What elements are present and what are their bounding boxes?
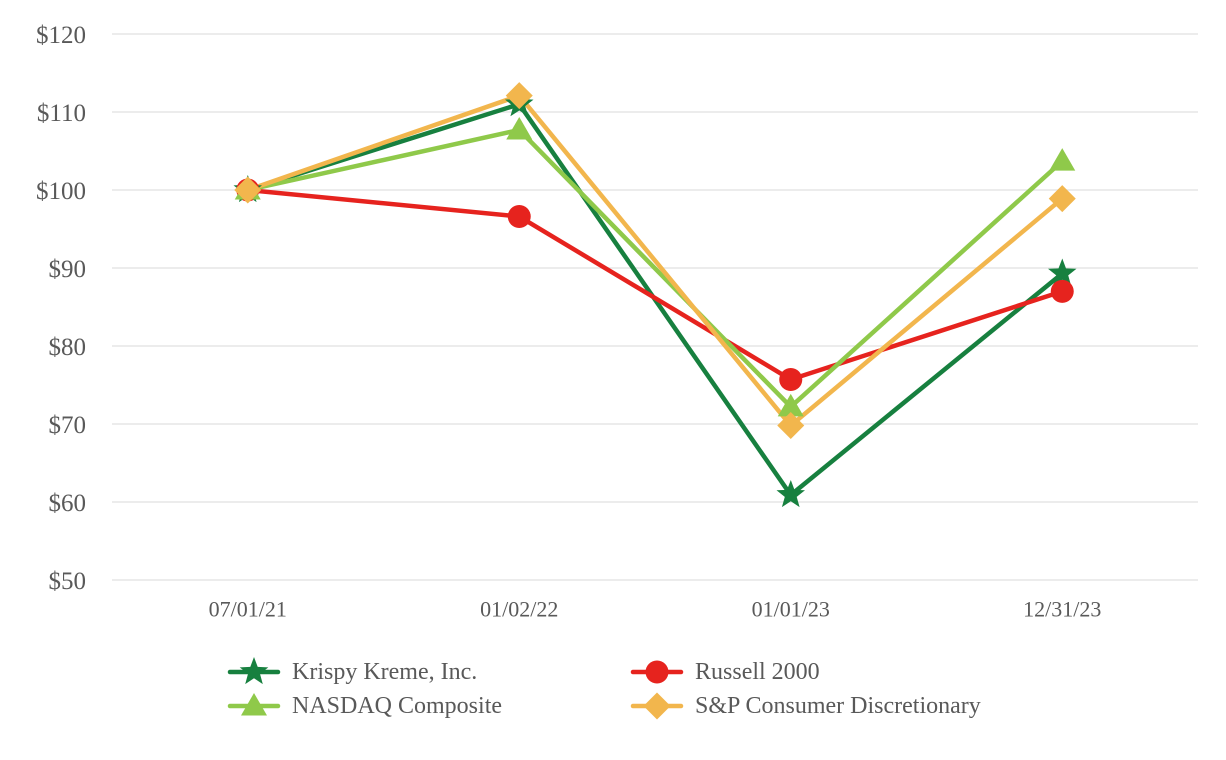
gridlines: [112, 33, 1198, 581]
x-tick-label-07-01-21: 07/01/21: [209, 597, 287, 622]
legend-item-sp-consumer-discretionary: S&P Consumer Discretionary: [630, 689, 981, 723]
marker-diamond-s-p-consumer-discretionary-01-02-22: [505, 82, 533, 110]
y-axis-labels: $50 $60 $70 $80 $90 $100 $110 $120: [36, 22, 86, 595]
legend-marker-star-icon: [239, 657, 269, 685]
y-tick-label-120: $120: [36, 22, 86, 49]
y-tick-label-70: $70: [49, 412, 87, 439]
legend-item-russell-2000: Russell 2000: [630, 655, 981, 689]
series-markers: [233, 82, 1077, 508]
chart-legend: Krispy Kreme, Inc. Russell 2000 NASDAQ C…: [227, 655, 981, 723]
y-tick-label-100: $100: [36, 178, 86, 205]
marker-star-krispy-kreme-inc-12-31-23: [1048, 258, 1077, 286]
legend-label-sp-consumer-discretionary: S&P Consumer Discretionary: [695, 692, 981, 719]
legend-circle-marker-icon: [630, 660, 684, 684]
legend-label-nasdaq-composite: NASDAQ Composite: [292, 692, 503, 719]
legend-diamond-marker-icon: [630, 692, 684, 720]
legend-star-marker-icon: [227, 657, 281, 685]
y-tick-label-90: $90: [49, 256, 87, 283]
marker-circle-russell-2000-01-02-22: [507, 205, 531, 229]
marker-circle-russell-2000-01-01-23: [779, 368, 803, 392]
marker-triangle-nasdaq-composite-01-02-22: [506, 116, 533, 140]
y-tick-label-80: $80: [49, 334, 87, 361]
legend-item-krispy-kreme-inc: Krispy Kreme, Inc.: [227, 655, 630, 689]
marker-circle-russell-2000-12-31-23: [1050, 279, 1074, 303]
series-line-nasdaq-composite: [245, 127, 1065, 410]
legend-label-russell-2000: Russell 2000: [695, 658, 820, 685]
y-tick-label-60: $60: [49, 490, 87, 517]
marker-triangle-nasdaq-composite-12-31-23: [1049, 148, 1076, 171]
x-tick-label-01-02-22: 01/02/22: [480, 597, 558, 622]
legend-marker-diamond-icon: [643, 692, 671, 720]
legend-marker-triangle-icon: [241, 693, 267, 716]
legend-label-krispy-kreme-inc: Krispy Kreme, Inc.: [292, 658, 478, 685]
marker-diamond-s-p-consumer-discretionary-12-31-23: [1048, 185, 1076, 213]
marker-diamond-s-p-consumer-discretionary-01-01-23: [777, 412, 805, 440]
marker-star-krispy-kreme-inc-01-01-23: [776, 480, 805, 508]
y-tick-label-50: $50: [49, 568, 87, 595]
series-line-s-p-consumer-discretionary: [245, 93, 1065, 428]
legend-item-nasdaq-composite: NASDAQ Composite: [227, 689, 630, 723]
x-tick-label-12-31-23: 12/31/23: [1023, 597, 1101, 622]
x-tick-label-01-01-23: 01/01/23: [752, 597, 830, 622]
legend-marker-circle-icon: [645, 660, 669, 684]
x-axis-labels: 07/01/21 01/02/22 01/01/23 12/31/23: [209, 597, 1102, 622]
marker-triangle-nasdaq-composite-01-01-23: [777, 393, 804, 417]
legend-triangle-marker-icon: [227, 693, 281, 716]
marker-diamond-s-p-consumer-discretionary-07-01-21: [234, 176, 262, 204]
series-lines: [245, 93, 1065, 498]
y-tick-label-110: $110: [37, 100, 86, 127]
series-line-russell-2000: [245, 187, 1065, 382]
